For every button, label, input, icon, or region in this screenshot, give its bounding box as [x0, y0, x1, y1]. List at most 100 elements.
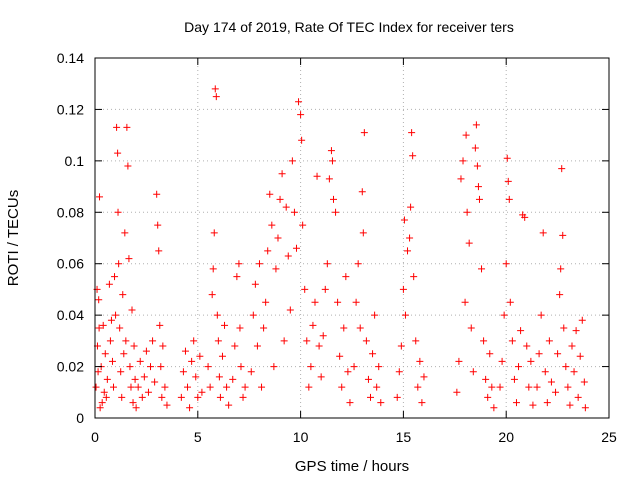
data-point	[128, 306, 136, 314]
data-point	[554, 350, 562, 358]
data-point	[321, 285, 329, 293]
data-point	[397, 342, 405, 350]
data-point	[96, 193, 104, 201]
data-point	[258, 383, 266, 391]
data-point	[336, 352, 344, 360]
data-point	[482, 375, 490, 383]
y-axis-title: ROTI / TECUs	[5, 190, 22, 286]
data-point	[400, 216, 408, 224]
data-point	[118, 393, 126, 401]
data-point	[498, 357, 506, 365]
data-point	[472, 121, 480, 129]
data-point	[467, 324, 475, 332]
data-point	[505, 195, 513, 203]
data-point	[328, 157, 336, 165]
data-point	[142, 347, 150, 355]
data-point	[134, 383, 142, 391]
data-point	[356, 324, 364, 332]
data-point	[192, 373, 200, 381]
data-point	[506, 298, 514, 306]
data-point	[107, 316, 115, 324]
data-point	[208, 291, 216, 299]
data-point	[122, 337, 130, 345]
data-point	[290, 208, 298, 216]
data-point	[317, 373, 325, 381]
data-point	[346, 399, 354, 407]
data-point	[539, 229, 547, 237]
data-point	[204, 363, 212, 371]
data-point	[488, 383, 496, 391]
data-point	[125, 255, 133, 263]
data-point	[547, 378, 555, 386]
data-point	[564, 383, 572, 391]
data-point	[140, 373, 148, 381]
data-point	[367, 393, 375, 401]
data-point	[251, 280, 259, 288]
data-points	[92, 85, 589, 412]
data-point	[161, 383, 169, 391]
data-point	[292, 244, 300, 252]
data-point	[127, 383, 135, 391]
x-tick-label: 0	[91, 429, 99, 445]
data-point	[510, 375, 518, 383]
data-point	[156, 321, 164, 329]
data-point	[412, 337, 420, 345]
data-point	[315, 342, 323, 350]
data-point	[218, 352, 226, 360]
data-point	[352, 298, 360, 306]
data-point	[297, 111, 305, 119]
data-point	[235, 260, 243, 268]
x-tick-label: 25	[601, 429, 617, 445]
data-point	[268, 221, 276, 229]
data-point	[329, 195, 337, 203]
data-point	[154, 221, 162, 229]
data-point	[92, 383, 100, 391]
data-point	[461, 298, 469, 306]
data-point	[241, 383, 249, 391]
data-point	[113, 123, 121, 131]
data-point	[236, 324, 244, 332]
data-point	[478, 265, 486, 273]
data-point	[576, 352, 584, 360]
data-point	[114, 149, 122, 157]
y-tick-label: 0.08	[57, 204, 84, 220]
data-point	[525, 383, 533, 391]
data-point	[484, 393, 492, 401]
data-point	[364, 375, 372, 383]
data-point	[112, 311, 120, 319]
data-point	[105, 280, 113, 288]
data-point	[213, 311, 221, 319]
data-point	[282, 203, 290, 211]
data-point	[503, 154, 511, 162]
data-point	[406, 234, 414, 242]
data-point	[272, 265, 280, 273]
data-point	[480, 337, 488, 345]
data-point	[126, 363, 134, 371]
data-point	[147, 363, 155, 371]
data-point	[307, 363, 315, 371]
data-point	[274, 234, 282, 242]
x-axis-title: GPS time / hours	[295, 458, 409, 475]
grid-lines	[95, 58, 609, 418]
data-point	[253, 342, 261, 350]
data-point	[527, 357, 535, 365]
data-point	[558, 165, 566, 173]
data-point	[157, 363, 165, 371]
data-point	[475, 195, 483, 203]
data-point	[121, 229, 129, 237]
data-point	[462, 131, 470, 139]
data-point	[110, 383, 118, 391]
data-point	[474, 183, 482, 191]
data-point	[286, 306, 294, 314]
data-point	[508, 337, 516, 345]
data-point	[373, 383, 381, 391]
data-point	[155, 247, 163, 255]
data-point	[393, 393, 401, 401]
data-point	[408, 129, 416, 137]
data-point	[581, 404, 589, 412]
data-point	[515, 363, 523, 371]
data-point	[129, 399, 137, 407]
data-point	[237, 363, 245, 371]
axis-ticks: 0 0.02 0.04 0.06 0.08 0.1 0.12 0.14 0 5 10 15 20 25	[57, 50, 617, 445]
data-point	[270, 363, 278, 371]
